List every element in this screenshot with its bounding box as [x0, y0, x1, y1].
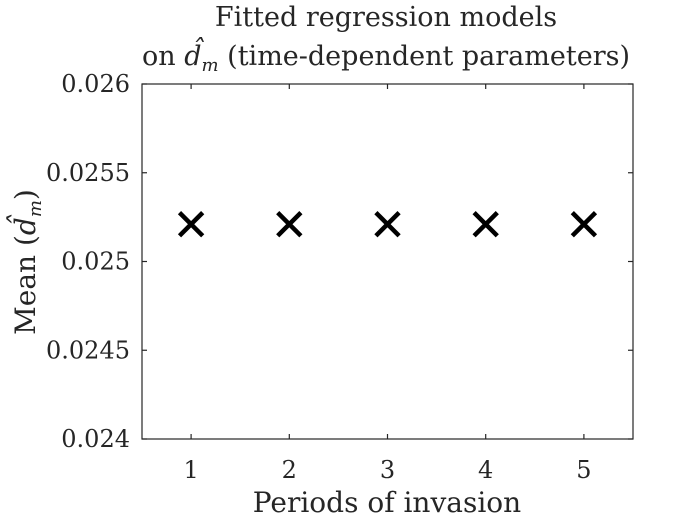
x-axis-tick-labels: 1 2 3 4 5	[183, 456, 591, 484]
chart-title-subscript: m	[202, 55, 219, 76]
chart-title-suffix: (time-dependent parameters)	[219, 41, 630, 72]
y-tick-label: 0.024	[61, 425, 130, 453]
marker-stroke	[374, 211, 401, 238]
marker-stroke	[472, 211, 499, 238]
y-tick-label: 0.0255	[46, 159, 130, 187]
data-points	[177, 211, 598, 238]
x-tick-label: 2	[282, 456, 297, 484]
y-tick-label: 0.026	[61, 70, 130, 98]
y-axis-label-prefix: Mean (	[9, 235, 42, 335]
chart-title-line1: Fitted regression models	[215, 2, 557, 33]
chart-title-prefix: on	[142, 41, 184, 72]
data-point-marker	[570, 211, 598, 238]
y-axis-label-symbol: d̂	[7, 214, 42, 235]
marker-stroke	[276, 211, 303, 238]
x-tick-label: 4	[478, 456, 493, 484]
y-axis-label: Mean (d̂m)	[7, 189, 46, 335]
x-tick-label: 1	[183, 456, 198, 484]
chart-title-symbol: d̂	[184, 37, 204, 72]
x-axis-ticks	[190, 84, 585, 439]
x-tick-label: 3	[380, 456, 395, 484]
data-point-marker	[374, 211, 401, 238]
y-tick-label: 0.0245	[46, 336, 130, 364]
x-tick-label: 5	[576, 456, 591, 484]
y-axis-ticks	[142, 83, 633, 440]
chart-title-line2: on d̂m (time-dependent parameters)	[142, 37, 630, 76]
marker-stroke	[177, 211, 205, 238]
x-axis-label: Periods of invasion	[253, 486, 521, 519]
y-axis-label-subscript: m	[25, 200, 46, 217]
data-point-marker	[472, 211, 499, 238]
data-point-marker	[177, 211, 205, 238]
marker-stroke	[570, 211, 598, 238]
data-point-marker	[276, 211, 303, 238]
y-tick-label: 0.025	[61, 248, 130, 276]
y-axis-label-suffix: )	[9, 189, 42, 200]
plot-area	[141, 83, 634, 440]
y-axis-tick-labels: 0.024 0.0245 0.025 0.0255 0.026	[46, 70, 130, 453]
